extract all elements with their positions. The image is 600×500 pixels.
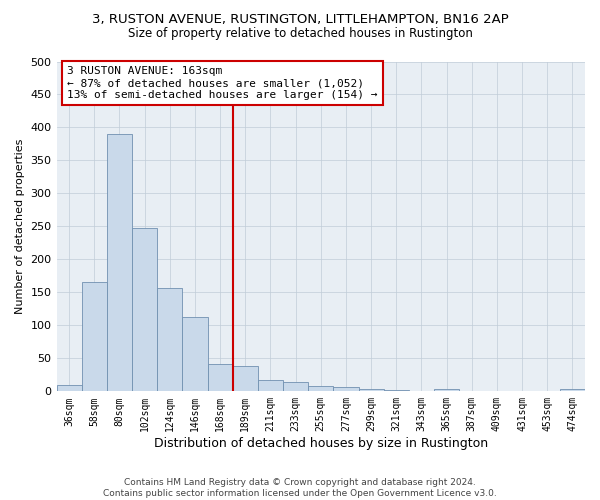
Bar: [233, 366, 258, 392]
Bar: [208, 364, 233, 392]
X-axis label: Distribution of detached houses by size in Rustington: Distribution of detached houses by size …: [154, 437, 488, 450]
Text: Size of property relative to detached houses in Rustington: Size of property relative to detached ho…: [128, 28, 472, 40]
Bar: [56, 384, 82, 392]
Text: 3, RUSTON AVENUE, RUSTINGTON, LITTLEHAMPTON, BN16 2AP: 3, RUSTON AVENUE, RUSTINGTON, LITTLEHAMP…: [92, 12, 508, 26]
Bar: [82, 282, 107, 392]
Bar: [359, 388, 383, 392]
Bar: [434, 390, 459, 392]
Bar: [107, 134, 132, 392]
Bar: [157, 288, 182, 392]
Bar: [383, 390, 409, 392]
Bar: [308, 386, 334, 392]
Text: 3 RUSTON AVENUE: 163sqm
← 87% of detached houses are smaller (1,052)
13% of semi: 3 RUSTON AVENUE: 163sqm ← 87% of detache…: [67, 66, 377, 100]
Bar: [560, 388, 585, 392]
Bar: [283, 382, 308, 392]
Bar: [258, 380, 283, 392]
Y-axis label: Number of detached properties: Number of detached properties: [15, 138, 25, 314]
Bar: [182, 317, 208, 392]
Text: Contains HM Land Registry data © Crown copyright and database right 2024.
Contai: Contains HM Land Registry data © Crown c…: [103, 478, 497, 498]
Bar: [334, 388, 359, 392]
Bar: [132, 228, 157, 392]
